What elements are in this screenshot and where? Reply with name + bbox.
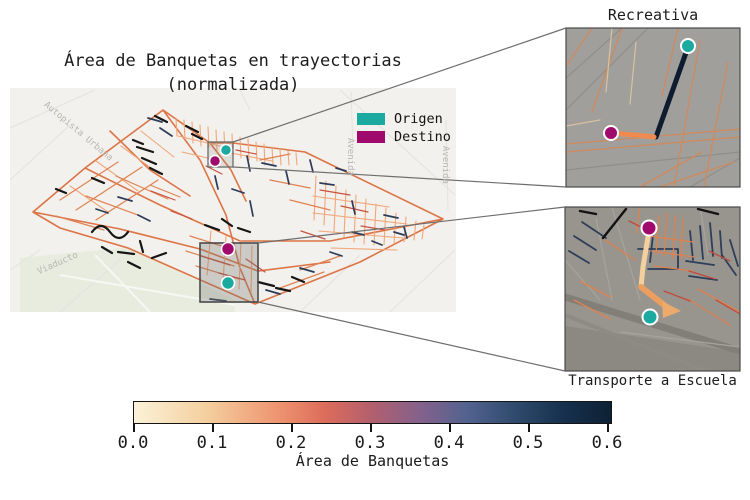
colorbar-tick-label: 0.4 xyxy=(433,433,465,453)
inset-connector-lines xyxy=(232,27,567,372)
inset-recreativa-map xyxy=(566,28,740,187)
origin-marker-main-bottom xyxy=(220,275,236,291)
origin-label: Origen xyxy=(394,111,443,127)
route-transporte-end-blob xyxy=(662,301,681,318)
legend-item-destino: Destino xyxy=(357,128,451,146)
connector-line xyxy=(257,206,566,244)
street-network xyxy=(32,109,444,305)
title-line-1: Área de Banquetas en trayectorias xyxy=(64,51,402,71)
network-navy-streets xyxy=(95,117,408,302)
colorbar-tick-label: 0.0 xyxy=(117,433,149,453)
destination-marker-transporte xyxy=(640,219,658,237)
colorbar-gradient xyxy=(133,401,612,424)
destination-marker-main-top xyxy=(208,154,222,168)
basemap-label-avenida-center: Avenida xyxy=(345,138,355,176)
inset-title-transporte: Transporte a Escuela xyxy=(568,373,737,389)
colorbar-tick xyxy=(449,424,451,432)
connector-line xyxy=(257,301,566,372)
colorbar-tick-label: 0.1 xyxy=(196,433,228,453)
route-recreativa-dark-segment xyxy=(653,44,691,140)
park-paths xyxy=(59,254,236,313)
colorbar-tick xyxy=(291,424,293,432)
colorbar-label: Área de Banquetas xyxy=(295,452,450,470)
legend: Origen Destino xyxy=(357,110,451,146)
basemap-label-avenida-east: Avenida xyxy=(440,146,450,184)
trip-markers xyxy=(208,38,696,326)
destination-swatch xyxy=(357,131,385,143)
main-map-basemap xyxy=(9,88,456,313)
colorbar-tick-label: 0.2 xyxy=(275,433,307,453)
network-dark-streets xyxy=(54,114,306,293)
origin-marker-main-top xyxy=(219,143,233,157)
figure-title: Área de Banquetas en trayectorias (norma… xyxy=(10,49,456,97)
colorbar-tick xyxy=(370,424,372,432)
route-recreativa-orange-segment xyxy=(610,130,657,140)
colorbar-tick xyxy=(607,424,609,432)
legend-item-origin: Origen xyxy=(357,110,451,128)
inset-recreativa-border xyxy=(565,27,741,188)
colorbar-tick-label: 0.5 xyxy=(512,433,544,453)
inset-transporte-border xyxy=(564,206,741,372)
colorbar-tick xyxy=(133,424,135,432)
colorbar-tick xyxy=(212,424,214,432)
connector-line xyxy=(232,166,567,188)
origin-marker-recreativa xyxy=(680,38,696,54)
destination-marker-recreativa xyxy=(603,125,619,141)
destination-marker-main-bottom xyxy=(220,241,236,257)
title-line-2: (normalizada) xyxy=(166,75,300,95)
destination-label: Destino xyxy=(394,129,451,145)
inset-title-recreativa: Recreativa xyxy=(607,6,699,24)
origin-marker-transporte xyxy=(641,308,659,326)
colorbar-tick xyxy=(528,424,530,432)
connector-line xyxy=(232,27,567,143)
origin-swatch xyxy=(357,113,385,125)
colorbar-tick-label: 0.3 xyxy=(354,433,386,453)
route-transporte-cream-segment xyxy=(638,234,651,290)
basemap-faint-streets xyxy=(9,89,456,313)
colorbar-tick-label: 0.6 xyxy=(591,433,623,453)
inset-transporte-map xyxy=(565,207,740,371)
